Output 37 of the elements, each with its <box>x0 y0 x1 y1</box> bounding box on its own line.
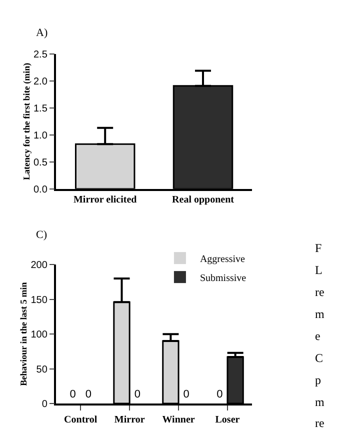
text: re <box>315 416 324 430</box>
y-tick-label: 50 <box>36 364 48 376</box>
y-axis-title: Latency for the first bite (min) <box>21 62 32 180</box>
y-axis-title: Behaviour in the last 5 min <box>18 282 29 386</box>
text: L <box>315 263 322 277</box>
y-tick-label: 2.0 <box>33 76 48 88</box>
text: F <box>315 241 322 255</box>
y-tick-label: 100 <box>30 330 48 341</box>
y-tick-label: 0 <box>42 399 48 410</box>
chart-title: C) <box>36 229 48 241</box>
x-tick-label: Control <box>64 414 98 426</box>
data-label: 0 <box>85 388 92 401</box>
y-tick-label: 200 <box>30 260 48 272</box>
data-label: 0 <box>216 388 223 401</box>
data-label: 0 <box>134 388 140 401</box>
text: e <box>315 329 320 343</box>
text: m <box>315 395 325 409</box>
y-tick-label: 0.0 <box>33 184 48 196</box>
text: C <box>315 351 324 365</box>
text: m <box>315 307 325 321</box>
x-tick-label: Loser <box>215 414 240 426</box>
x-tick-label: Mirror elicited <box>73 194 138 206</box>
y-tick-label: 2.5 <box>33 50 48 61</box>
y-tick-label: 0.5 <box>33 157 48 168</box>
x-tick-label: Real opponent <box>172 194 235 206</box>
data-label: 0 <box>183 388 190 401</box>
legend-label: Aggressive <box>200 254 246 265</box>
legend-label: Submissive <box>200 272 247 284</box>
y-tick-label: 150 <box>30 294 48 306</box>
x-tick-label: Mirror <box>114 414 146 426</box>
y-tick-label: 1.0 <box>33 130 48 142</box>
chart-title: A) <box>36 27 48 39</box>
x-tick-label: Winner <box>162 414 196 426</box>
y-tick-label: 1.5 <box>33 103 48 114</box>
data-label: 0 <box>70 388 76 401</box>
text: p <box>315 373 321 387</box>
text: re <box>315 285 324 299</box>
